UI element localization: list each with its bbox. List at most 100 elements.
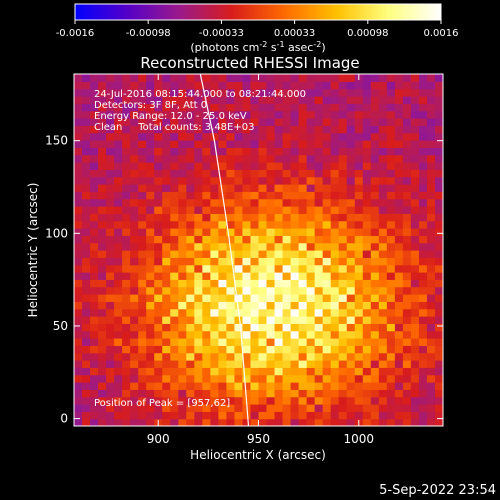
heatmap-cell xyxy=(418,162,428,170)
heatmap-cell xyxy=(82,257,91,266)
heatmap-cell xyxy=(410,360,420,368)
heatmap-cell xyxy=(306,308,316,317)
heatmap-cell xyxy=(210,213,219,222)
heatmap-cell xyxy=(402,404,412,412)
heatmap-cell xyxy=(122,132,131,141)
heatmap-cell xyxy=(386,147,396,156)
heatmap-cell xyxy=(82,81,91,90)
heatmap-cell xyxy=(154,330,163,339)
heatmap-cell xyxy=(330,294,340,302)
heatmap-cell xyxy=(154,374,163,383)
heatmap-cell xyxy=(290,323,300,332)
heatmap-cell xyxy=(354,235,364,244)
heatmap-cell xyxy=(282,118,292,126)
heatmap-cell xyxy=(82,228,91,236)
heatmap-cell xyxy=(330,242,340,251)
heatmap-cell xyxy=(138,382,147,390)
heatmap-cell xyxy=(114,367,123,376)
heatmap-cell xyxy=(338,220,348,229)
heatmap-cell xyxy=(218,345,228,354)
heatmap-cell xyxy=(138,264,147,273)
heatmap-cell xyxy=(314,308,324,317)
heatmap-cell xyxy=(226,257,236,266)
heatmap-cell xyxy=(426,250,436,258)
heatmap-cell xyxy=(426,257,436,266)
heatmap-cell xyxy=(306,125,316,134)
heatmap-cell xyxy=(418,118,428,126)
heatmap-cell xyxy=(138,389,147,398)
heatmap-cell xyxy=(138,184,147,192)
heatmap-cell xyxy=(290,81,300,90)
heatmap-cell xyxy=(114,323,123,332)
heatmap-cell xyxy=(186,257,195,266)
heatmap-cell xyxy=(346,147,356,156)
heatmap-cell xyxy=(74,418,83,426)
heatmap-cell xyxy=(362,257,372,266)
heatmap-cell xyxy=(170,242,179,251)
heatmap-cell xyxy=(322,220,332,229)
heatmap-cell xyxy=(234,213,244,222)
heatmap-cell xyxy=(258,294,268,302)
heatmap-cell xyxy=(282,191,292,200)
heatmap-cell xyxy=(258,74,268,82)
heatmap-cell xyxy=(218,169,228,178)
heatmap-cell xyxy=(402,169,412,178)
heatmap-cell xyxy=(362,404,372,412)
heatmap-cell xyxy=(218,140,228,148)
heatmap-cell xyxy=(186,352,195,361)
heatmap-cell xyxy=(338,81,348,90)
heatmap-cell xyxy=(258,96,268,104)
heatmap-cell xyxy=(386,184,396,192)
heatmap-cell xyxy=(90,396,99,405)
heatmap-cell xyxy=(282,330,292,339)
heatmap-cell xyxy=(402,191,412,200)
heatmap-cell xyxy=(130,404,139,412)
heatmap-cell xyxy=(250,418,260,426)
heatmap-cell xyxy=(186,228,195,236)
heatmap-cell xyxy=(130,411,139,420)
heatmap-cell xyxy=(154,323,163,332)
heatmap-cell xyxy=(114,301,123,310)
heatmap-cell xyxy=(346,125,356,134)
heatmap-cell xyxy=(330,147,340,156)
heatmap-cell xyxy=(338,352,348,361)
heatmap-cell xyxy=(354,257,364,266)
heatmap-cell xyxy=(266,147,276,156)
heatmap-cell xyxy=(274,110,284,119)
heatmap-cell xyxy=(138,132,147,141)
heatmap-cell xyxy=(306,228,316,236)
heatmap-cell xyxy=(138,345,147,354)
heatmap-cell xyxy=(410,74,420,82)
heatmap-cell xyxy=(138,96,147,104)
heatmap-cell xyxy=(362,367,372,376)
heatmap-cell xyxy=(266,198,276,207)
heatmap-cell xyxy=(106,103,115,112)
heatmap-cell xyxy=(234,147,244,156)
heatmap-cell xyxy=(378,301,388,310)
heatmap-cell xyxy=(90,147,99,156)
heatmap-cell xyxy=(130,374,139,383)
heatmap-cell xyxy=(194,176,203,185)
heatmap-cell xyxy=(402,411,412,420)
heatmap-cell xyxy=(170,213,179,222)
heatmap-cell xyxy=(290,404,300,412)
heatmap-cell xyxy=(322,374,332,383)
heatmap-cell xyxy=(74,103,83,112)
heatmap-cell xyxy=(370,88,380,97)
heatmap-cell xyxy=(426,213,436,222)
heatmap-cell xyxy=(298,125,308,134)
heatmap-cell xyxy=(290,154,300,163)
heatmap-cell xyxy=(378,360,388,368)
heatmap-cell xyxy=(234,286,244,295)
heatmap-cell xyxy=(322,338,332,346)
colorbar-tick-label: 0.00098 xyxy=(347,28,388,39)
heatmap-cell xyxy=(146,81,155,90)
heatmap-cell xyxy=(410,169,420,178)
heatmap-cell xyxy=(202,81,211,90)
heatmap-cell xyxy=(346,374,356,383)
heatmap-cell xyxy=(202,220,211,229)
heatmap-cell xyxy=(242,235,252,244)
heatmap-cell xyxy=(362,352,372,361)
heatmap-cell xyxy=(90,367,99,376)
heatmap-cell xyxy=(362,411,372,420)
